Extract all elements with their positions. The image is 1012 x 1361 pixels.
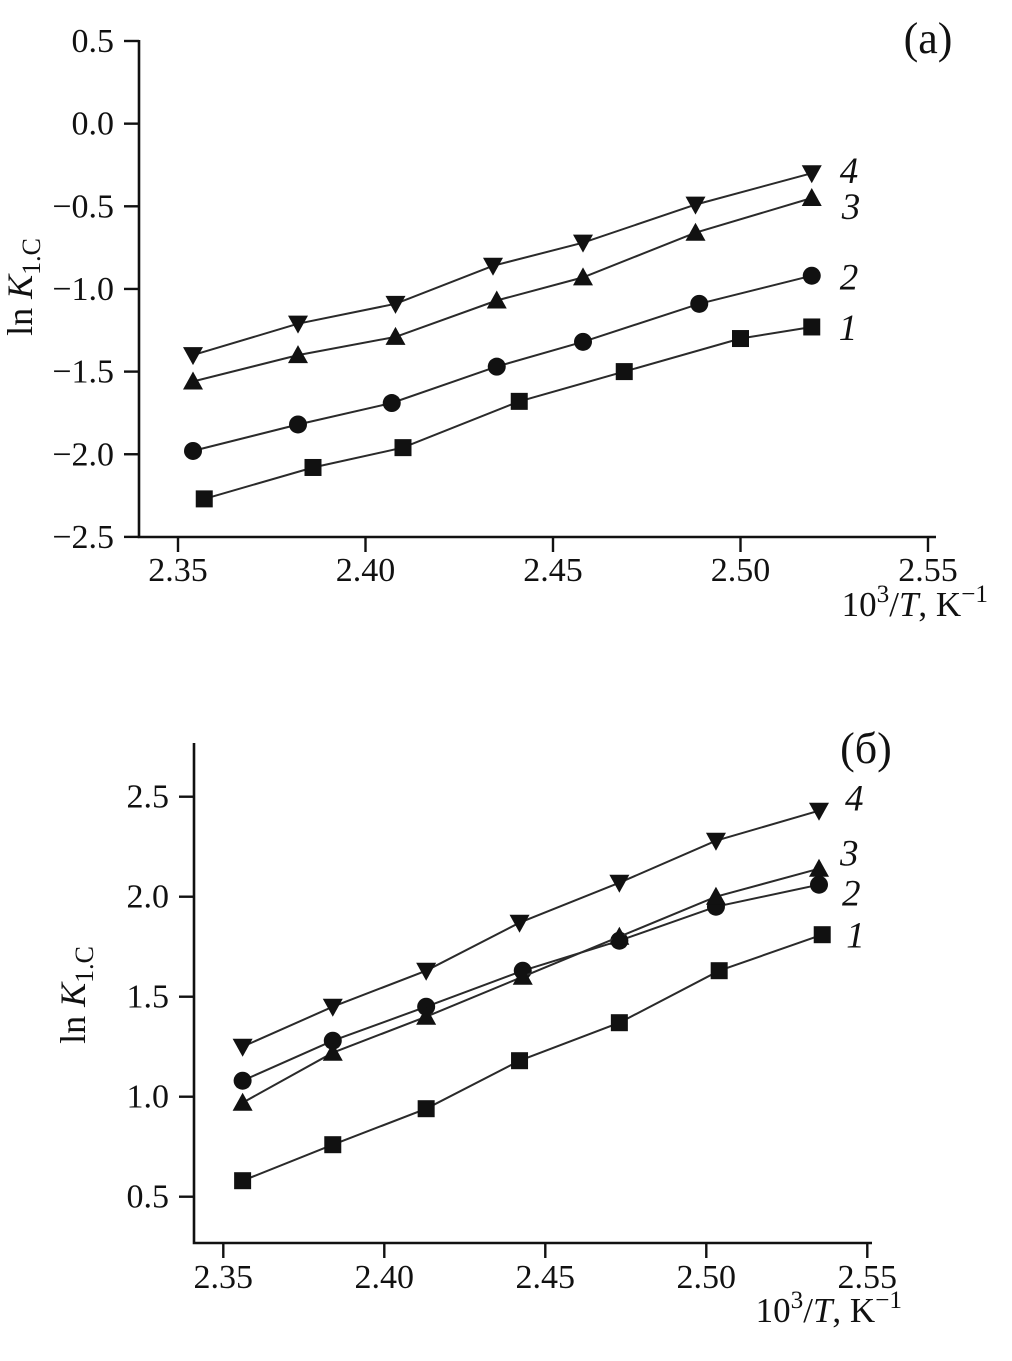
panel-a-series-2-label: 2 — [840, 258, 859, 299]
panel-a-axis-frame — [137, 40, 936, 539]
panel-a-series-4-marker — [288, 315, 308, 334]
panel-b-x-tick-label: 2.40 — [355, 1259, 415, 1296]
panel-b-series-2-label: 2 — [842, 874, 861, 915]
panel-b-series-3-marker — [512, 966, 533, 985]
panel-a-series-1-marker — [195, 490, 213, 508]
panel-a-series-4-marker — [385, 295, 406, 314]
panel-a-y-tick-label: −2.0 — [52, 436, 114, 473]
panel-b-axis-frame — [192, 743, 872, 1245]
panel-b-series-1-marker — [813, 926, 831, 944]
panel-a-series-3-marker — [183, 371, 203, 390]
panel-a-series-4-marker — [183, 347, 203, 366]
panel-b-x-axis-title: 103/T, K−1 — [756, 1287, 902, 1330]
panel-a-series-3-marker — [801, 188, 822, 207]
panel-b-series-3-marker — [609, 926, 630, 945]
panel-b-series-4-marker — [509, 914, 530, 933]
panel-a-series-2-marker — [574, 332, 592, 351]
panel-b-series-2-marker — [323, 1031, 342, 1050]
panel-b-label: (б) — [840, 724, 892, 773]
panel-b-plot: 2.35 2.40 2.45 2.50 2.55 2.5 2.0 1.5 1.0 0.5 123 4 — [127, 743, 898, 1296]
panel-b-series-4-marker — [705, 832, 726, 851]
panel-b-series-3-marker — [416, 1006, 437, 1025]
panel-b-series-3-marker — [232, 1092, 253, 1111]
panel-b-series-2-marker — [810, 875, 828, 894]
panel-a-y-tick-label: −1.5 — [52, 354, 114, 391]
panel-a-series-1-marker — [304, 458, 322, 476]
panel-a-series-4-marker — [573, 234, 593, 253]
panel-a-series-2-marker — [690, 294, 709, 313]
panel-b-series-1-marker — [610, 1014, 628, 1032]
panel-b-y-tick-label: 1.0 — [127, 1079, 170, 1116]
panel-b-x-tick-label: 2.45 — [516, 1259, 576, 1296]
panel-b-series-2-marker — [233, 1071, 252, 1090]
panel-a-y-tick-label: −0.5 — [52, 188, 114, 225]
panel-b-series-4-line — [242, 809, 820, 1048]
panel-a-series-2-marker — [184, 441, 202, 460]
panel-a-x-tick-label: 2.35 — [148, 552, 208, 589]
panel-a-y-tick-label: 0.5 — [72, 23, 115, 60]
panel-a-series-3-line — [192, 197, 813, 383]
panel-a-series-1-label: 1 — [839, 308, 858, 349]
panel-b-series-1-label: 1 — [846, 916, 865, 957]
panel-b-y-tick-label: 0.5 — [127, 1179, 170, 1216]
panel-a-x-tick-label: 2.50 — [711, 552, 771, 589]
panel-b-series-1-marker — [710, 962, 728, 980]
panel-b-series-4-marker — [416, 962, 437, 981]
panel-a-y-tick-label: −2.5 — [52, 519, 114, 556]
panel-b-y-tick-label: 2.0 — [127, 879, 170, 916]
panel-a-series-4-line — [192, 172, 813, 357]
panel-b-series-1-marker — [234, 1172, 252, 1190]
panel-a-series-2-marker — [487, 357, 506, 376]
panel-b-x-tick-label: 2.55 — [838, 1259, 898, 1296]
panel-a-y-axis-title: lnK1.C — [0, 238, 46, 336]
panel-b-series-3-label: 3 — [839, 834, 859, 875]
panel-b-y-tick-label: 1.5 — [127, 979, 170, 1016]
panel-b-x-tick-label: 2.35 — [194, 1259, 254, 1296]
panel-a-series-3-marker — [288, 345, 308, 364]
panel-a-series-1-marker — [803, 318, 821, 336]
panel-a-plot: 2.35 2.40 2.45 2.50 2.55 0.5 0.0 −0.5 −1.0 −1.5 −2… — [52, 23, 957, 589]
panel-a-label: (a) — [904, 14, 953, 63]
panel-a-x-tick-label: 2.40 — [336, 552, 396, 589]
panel-a-series-2-marker — [802, 266, 821, 285]
panel-a-series-3-marker — [486, 290, 507, 309]
panel-b-series-4-marker — [809, 802, 829, 821]
panel-b-series-3-marker — [705, 886, 726, 905]
panel-b-series-1-marker — [511, 1052, 529, 1070]
panel-b-series-4-marker — [322, 998, 343, 1017]
panel-a-series-1-marker — [732, 330, 749, 348]
panel-a-series-1-marker — [615, 363, 633, 381]
panel-a-series-1-marker — [510, 392, 528, 410]
panel-a-series-4-marker — [483, 257, 503, 276]
panel-a-x-axis-title: 103/T, K−1 — [842, 581, 988, 624]
panel-a-x-tick-label: 2.45 — [523, 552, 583, 589]
panel-b-y-axis-title: lnK1.C — [53, 946, 99, 1044]
panel-a-y-tick-label: −1.0 — [52, 271, 114, 308]
panel-a-series-4-label: 4 — [840, 151, 859, 192]
panel-a-x-tick-label: 2.55 — [898, 552, 958, 589]
panel-a-series-3-marker — [685, 222, 706, 241]
panel-a-series-1-marker — [394, 439, 412, 457]
panel-a-series-3-marker — [573, 267, 593, 286]
panel-b-series-3-marker — [322, 1042, 343, 1061]
panel-a-series-2-marker — [289, 415, 307, 434]
panel-b-y-tick-label: 2.5 — [127, 779, 170, 816]
panel-a-series-4-marker — [801, 165, 822, 184]
panel-a-y-tick-label: 0.0 — [72, 106, 115, 143]
panel-b-series-4-label: 4 — [845, 779, 864, 820]
panel-a-series-2-marker — [382, 394, 401, 413]
panel-a-series-4-marker — [685, 196, 706, 215]
panel-b-series-4-marker — [232, 1038, 253, 1057]
panel-a-series-3-label: 3 — [841, 187, 861, 228]
panel-b-series-3-marker — [809, 858, 829, 877]
panel-b-series-1-marker — [417, 1100, 435, 1118]
panel-b-series-4-marker — [609, 874, 630, 893]
panel-b-series-1-marker — [324, 1136, 342, 1154]
panel-a-series-3-marker — [385, 326, 406, 345]
panel-b-x-tick-label: 2.50 — [677, 1259, 737, 1296]
